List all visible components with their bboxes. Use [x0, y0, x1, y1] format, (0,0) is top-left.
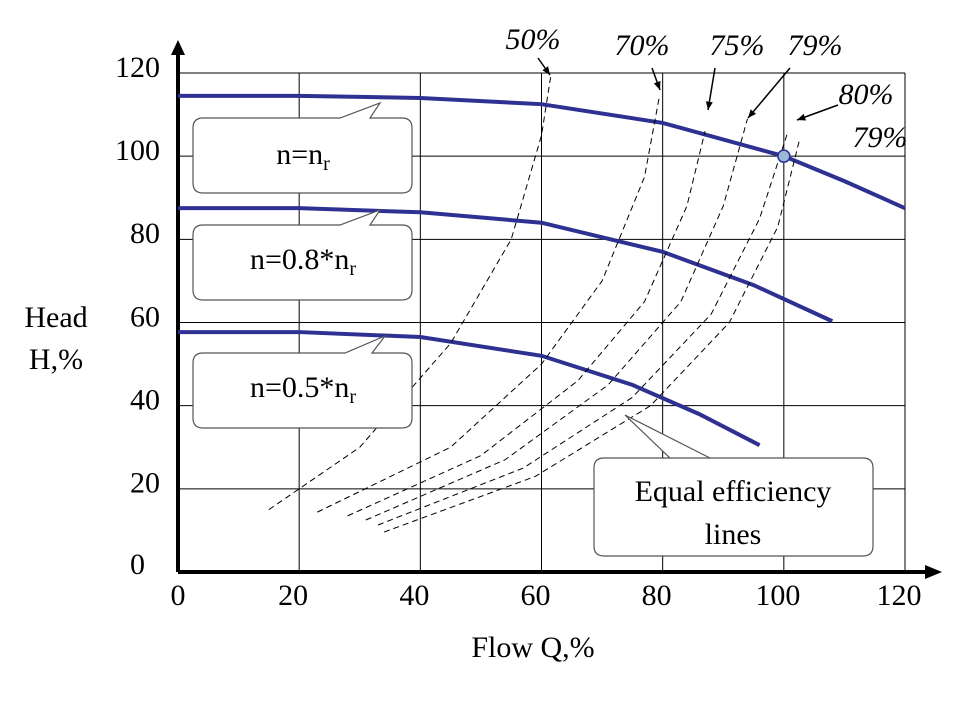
- head-curve: [178, 206, 834, 324]
- curve-label: n=0.8*nr: [250, 243, 356, 280]
- efficiency-label: 75%: [710, 29, 765, 62]
- efficiency-label: 70%: [615, 29, 670, 62]
- efficiency-line: [365, 118, 748, 521]
- efficiency-line: [377, 131, 789, 526]
- y-axis-label: Head: [24, 301, 87, 334]
- callout: [192, 208, 413, 301]
- annotation: lines: [705, 518, 762, 551]
- annotation: Equal efficiency: [635, 475, 832, 508]
- pointer-head: [705, 101, 713, 110]
- y-tick-label: 60: [130, 300, 160, 333]
- y-tick-label: 120: [115, 51, 160, 84]
- callout: [192, 334, 413, 429]
- head-curve: [178, 93, 906, 210]
- callout: [192, 101, 413, 194]
- callout: [593, 414, 874, 557]
- pointer: [747, 67, 791, 119]
- x-tick-label: 20: [278, 579, 308, 612]
- efficiency-line: [347, 131, 706, 517]
- x-tick-label: 40: [399, 579, 429, 612]
- efficiency-label: 50%: [506, 23, 561, 56]
- arrow-head: [925, 565, 942, 579]
- y-tick-label: 0: [130, 548, 145, 581]
- efficiency-label: 79%: [788, 29, 843, 62]
- y-tick-label: 100: [115, 134, 160, 167]
- curve-label-text: n=0.8*n: [250, 243, 349, 276]
- x-tick-label: 120: [877, 579, 922, 612]
- pointer-head: [653, 81, 661, 90]
- y-tick-label: 80: [130, 217, 160, 250]
- y-tick-label: 40: [130, 384, 160, 417]
- pointer-head: [797, 113, 806, 121]
- x-tick-label: 60: [521, 579, 551, 612]
- efficiency-line: [268, 77, 552, 511]
- y-tick-label: 20: [130, 467, 160, 500]
- x-tick-label: 100: [755, 579, 800, 612]
- curve-label: n=0.5*nr: [250, 371, 356, 408]
- callouts: [192, 101, 874, 557]
- x-tick-label: 0: [171, 579, 186, 612]
- curve-label-sub: r: [349, 258, 356, 280]
- efficiency-line: [317, 94, 661, 513]
- y-axis-label: H,%: [29, 343, 83, 376]
- curve-label-text: n=0.5*n: [250, 371, 349, 404]
- head-curve: [178, 330, 761, 447]
- curve-label-sub: r: [323, 153, 330, 175]
- efficiency-label: 80%: [839, 78, 894, 111]
- pointer-head: [748, 109, 757, 118]
- x-tick-label: 80: [642, 579, 672, 612]
- rated-point: [777, 149, 791, 163]
- curve-label: n=nr: [276, 138, 330, 175]
- pointer-head: [542, 66, 550, 75]
- curve-label-text: n=n: [276, 138, 323, 171]
- efficiency-label: 79%: [853, 121, 908, 154]
- arrow-head: [171, 40, 185, 55]
- x-axis-label: Flow Q,%: [471, 631, 594, 664]
- curve-label-sub: r: [349, 386, 356, 408]
- efficiency-line: [383, 139, 801, 533]
